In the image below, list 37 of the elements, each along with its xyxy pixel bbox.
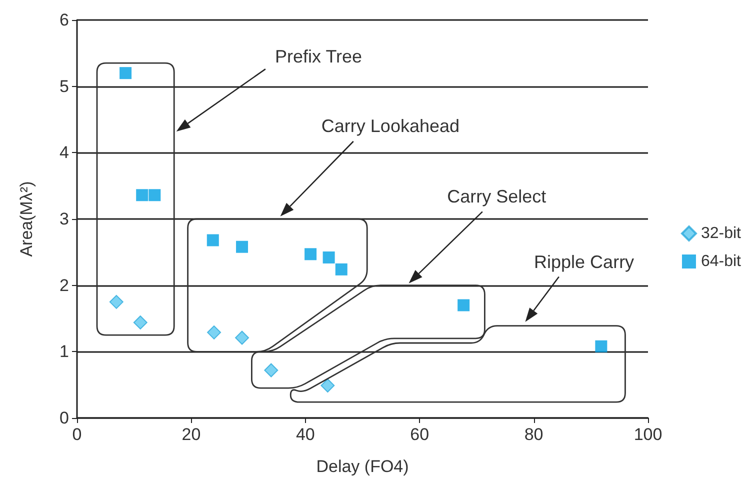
annotation: Prefix Tree — [275, 46, 362, 66]
x-tick-label: 100 — [634, 425, 662, 444]
legend-label: 32-bit — [700, 225, 742, 242]
x-tick-label: 80 — [524, 425, 544, 444]
y-tick-label: 2 — [60, 276, 69, 295]
annotation: Carry Select — [447, 186, 546, 206]
x-axis-title: Delay (FO4) — [316, 457, 409, 476]
annotation: Carry Lookahead — [321, 116, 460, 136]
point — [133, 315, 148, 330]
legend-label: 64-bit — [700, 253, 742, 270]
annotation: Ripple Carry — [534, 252, 634, 272]
point — [235, 330, 250, 345]
x-tick-label: 20 — [182, 425, 201, 444]
x-tick-label: 0 — [72, 425, 82, 444]
point — [335, 263, 348, 276]
point — [320, 378, 335, 392]
point — [458, 299, 470, 312]
y-tick-label: 6 — [60, 10, 69, 30]
x-tick-label: 40 — [296, 425, 315, 444]
point — [322, 251, 335, 264]
point — [109, 294, 124, 309]
point — [207, 325, 222, 340]
y-tick-label: 3 — [60, 210, 69, 228]
x-tick-label: 60 — [410, 425, 430, 444]
y-tick-label: 0 — [60, 408, 69, 428]
point — [236, 240, 248, 253]
point — [304, 248, 317, 260]
point — [264, 363, 278, 378]
y-tick-label: 4 — [60, 143, 69, 162]
point — [206, 234, 219, 246]
y-tick-label: 1 — [60, 342, 69, 362]
y-tick-label: 5 — [60, 76, 69, 96]
point — [595, 340, 608, 352]
y-axis-title: Area(Mλ²) — [17, 181, 36, 257]
point — [120, 67, 132, 80]
point — [148, 189, 161, 202]
point — [136, 189, 148, 202]
